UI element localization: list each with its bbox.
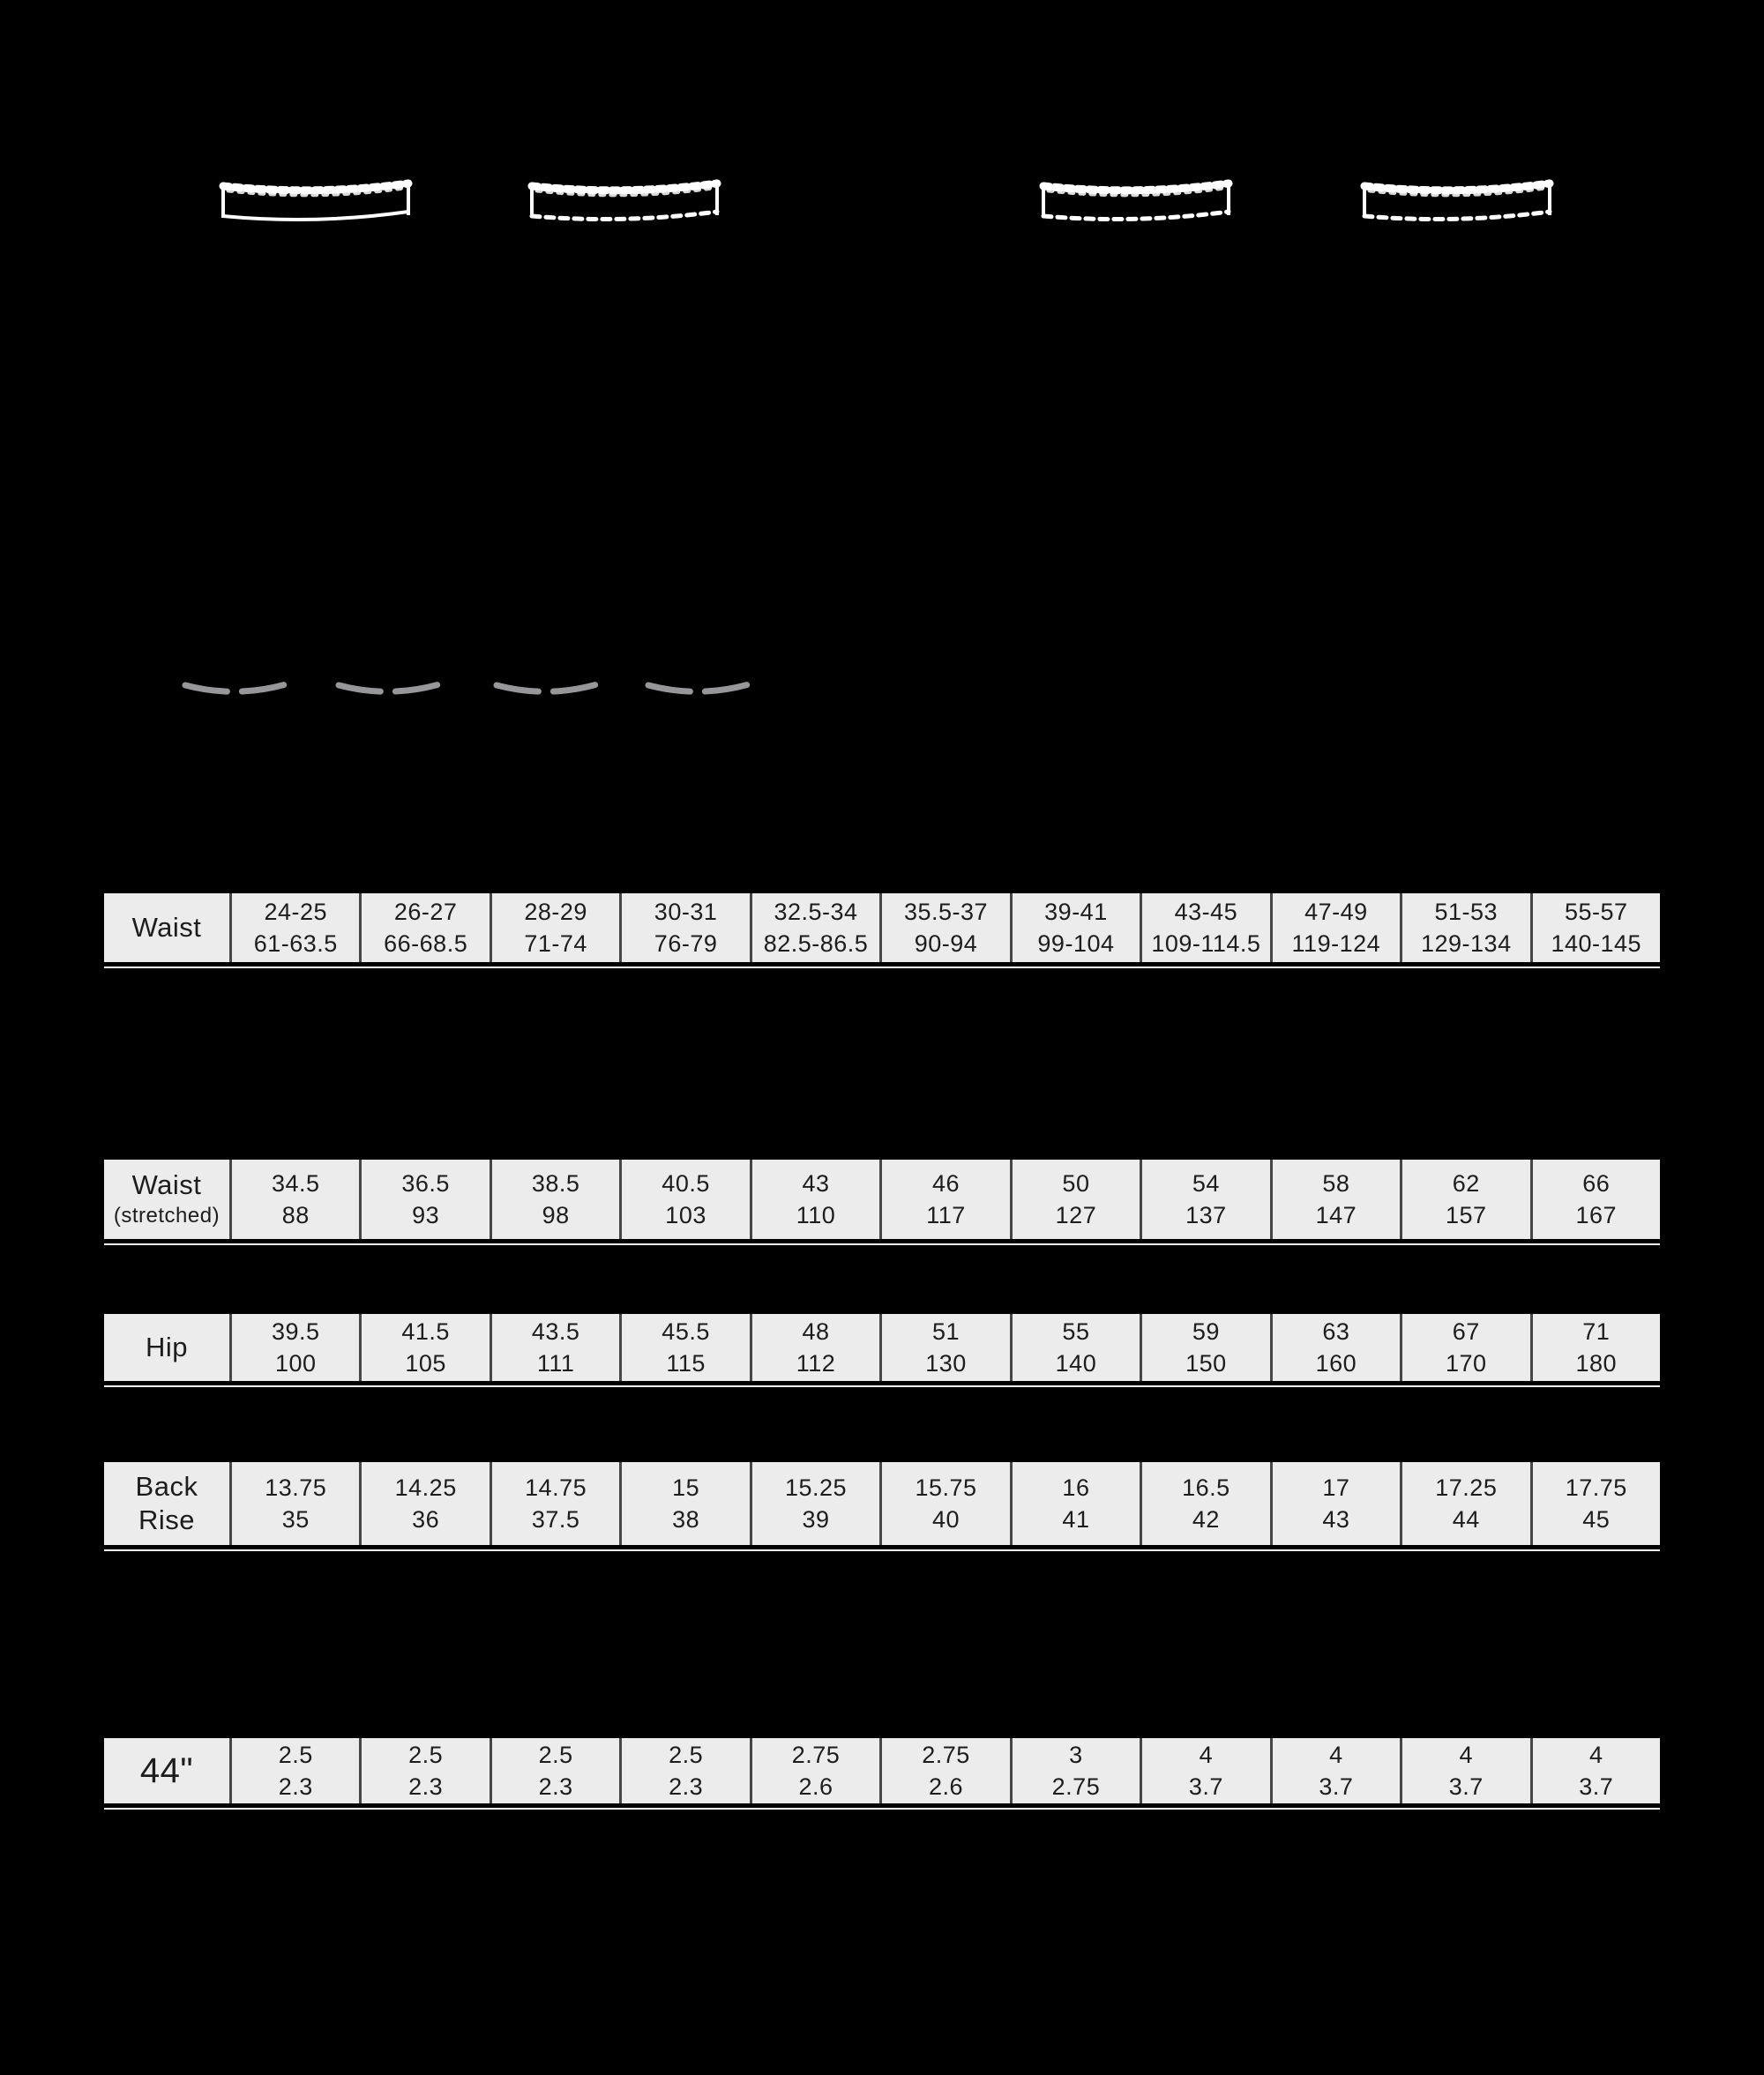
size-cell: 14.25 36 — [362, 1462, 492, 1545]
size-cell: 59 150 — [1142, 1314, 1273, 1381]
size-cell: 39.5 100 — [232, 1314, 363, 1381]
size-cell: 2.5 2.3 — [232, 1738, 363, 1803]
size-cell: 2.5 2.3 — [362, 1738, 492, 1803]
waistband-illustration — [1360, 179, 1554, 222]
size-cell: 17.75 45 — [1565, 1474, 1627, 1533]
size-table-hip: Hip 39.5 100 41.5 105 43.5 111 45.5 115 48 112 51 13… — [104, 1314, 1660, 1381]
size-cell: 50 127 — [1013, 1160, 1143, 1239]
size-cell: 24-25 61-63.5 — [232, 893, 363, 962]
size-cell: 13.75 35 — [232, 1462, 363, 1545]
row-label-waist-stretched: Waist (stretched) — [104, 1160, 232, 1239]
size-cell: 16.5 42 — [1142, 1462, 1273, 1545]
size-table-back-rise: Back Rise 13.75 35 14.25 36 14.75 37.5 15 38 15.25… — [104, 1462, 1660, 1545]
size-cell: 46 117 — [882, 1160, 1013, 1239]
size-cell: 32.5-34 82.5-86.5 — [752, 893, 883, 962]
pocket-stitch-curve-icon — [645, 681, 752, 695]
size-cell: 71 180 — [1575, 1318, 1618, 1377]
pocket-stitch-curve-icon — [182, 681, 289, 695]
size-cell: 2.75 2.6 — [882, 1738, 1013, 1803]
size-cell: 51-53 129-134 — [1402, 893, 1533, 962]
size-cell: 38.5 98 — [492, 1160, 623, 1239]
size-cell: 63 160 — [1273, 1314, 1403, 1381]
size-cell: 40.5 103 — [622, 1160, 752, 1239]
size-table-waist-stretched: Waist (stretched) 34.5 88 36.5 93 38.5 98 40.5 10… — [104, 1160, 1660, 1239]
size-cell: 2.75 2.6 — [752, 1738, 883, 1803]
size-cell: 35.5-37 90-94 — [882, 893, 1013, 962]
size-cell: 67 170 — [1402, 1314, 1533, 1381]
size-table-inseam-44: 44" 2.5 2.3 2.5 2.3 2.5 2.3 2.5 2.3 2.75 2.6 2.75 2.… — [104, 1738, 1660, 1803]
size-cell: 55-57 140-145 — [1551, 899, 1642, 957]
size-cell: 2.5 2.3 — [622, 1738, 752, 1803]
waistband-illustration — [1039, 179, 1233, 222]
size-cell: 34.5 88 — [232, 1160, 363, 1239]
row-label-back-rise: Back Rise — [104, 1462, 232, 1545]
size-cell: 16 41 — [1013, 1462, 1143, 1545]
size-cell: 15.75 40 — [882, 1462, 1013, 1545]
waistband-illustration — [219, 179, 413, 221]
size-cell: 41.5 105 — [362, 1314, 492, 1381]
size-cell: 43 110 — [752, 1160, 883, 1239]
row-label-waist: Waist — [104, 893, 232, 962]
size-cell: 55 140 — [1013, 1314, 1143, 1381]
size-cell: 26-27 66-68.5 — [362, 893, 492, 962]
size-cell: 4 3.7 — [1142, 1738, 1273, 1803]
size-cell: 43.5 111 — [492, 1314, 623, 1381]
size-cell: 39-41 99-104 — [1013, 893, 1143, 962]
size-cell: 45.5 115 — [622, 1314, 752, 1381]
size-table-waist: Waist 24-25 61-63.5 26-27 66-68.5 28-29 71-74 3… — [104, 893, 1660, 962]
size-cell: 66 167 — [1575, 1170, 1618, 1228]
size-cell: 62 157 — [1402, 1160, 1533, 1239]
size-cell: 4 3.7 — [1273, 1738, 1403, 1803]
size-cell: 4 3.7 — [1579, 1742, 1614, 1800]
row-label-hip: Hip — [104, 1314, 232, 1381]
size-cell: 4 3.7 — [1402, 1738, 1533, 1803]
size-cell: 14.75 37.5 — [492, 1462, 623, 1545]
row-label-inseam-44: 44" — [104, 1738, 232, 1803]
size-cell: 48 112 — [752, 1314, 883, 1381]
size-cell: 15 38 — [622, 1462, 752, 1545]
size-cell: 28-29 71-74 — [492, 893, 623, 962]
waistband-illustration — [527, 179, 721, 222]
size-cell: 2.5 2.3 — [492, 1738, 623, 1803]
pocket-stitch-curve-icon — [493, 681, 601, 695]
size-cell: 17 43 — [1273, 1462, 1403, 1545]
size-cell: 15.25 39 — [752, 1462, 883, 1545]
size-cell: 17.25 44 — [1402, 1462, 1533, 1545]
size-cell: 47-49 119-124 — [1273, 893, 1403, 962]
size-cell: 43-45 109-114.5 — [1142, 893, 1273, 962]
size-cell: 58 147 — [1273, 1160, 1403, 1239]
pocket-stitch-curve-icon — [335, 681, 443, 695]
size-cell: 30-31 76-79 — [622, 893, 752, 962]
size-cell: 3 2.75 — [1013, 1738, 1143, 1803]
size-cell: 51 130 — [882, 1314, 1013, 1381]
size-cell: 54 137 — [1142, 1160, 1273, 1239]
size-cell: 36.5 93 — [362, 1160, 492, 1239]
